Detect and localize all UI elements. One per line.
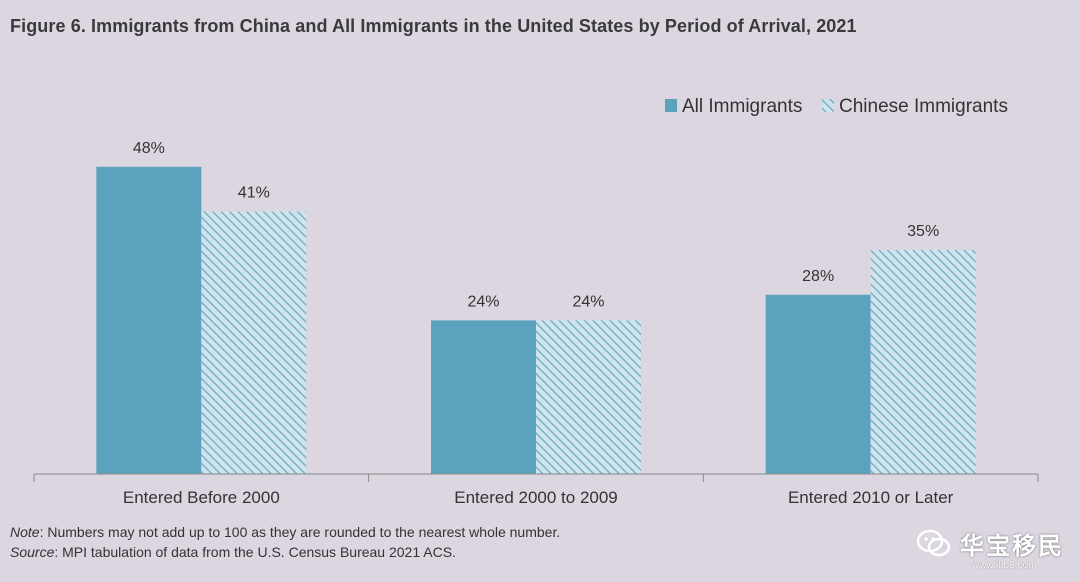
- bar-chinese-immigrants: [870, 250, 976, 474]
- bar-all-immigrants: [96, 166, 202, 475]
- data-label: 35%: [907, 223, 939, 240]
- data-label: 41%: [238, 185, 270, 202]
- bar-all-immigrants: [431, 320, 536, 474]
- bar-chinese-immigrants: [536, 320, 641, 474]
- source-line: Source: MPI tabulation of data from the …: [10, 542, 560, 562]
- legend: All Immigrants Chinese Immigrants: [665, 96, 1008, 117]
- bar-all-immigrants: [765, 294, 871, 474]
- legend-label: All Immigrants: [682, 96, 802, 117]
- note-label: Note: [10, 524, 40, 540]
- data-label: 24%: [467, 293, 499, 310]
- bar-chinese-immigrants: [201, 211, 307, 474]
- category-label: Entered Before 2000: [123, 488, 280, 507]
- source-text: : MPI tabulation of data from the U.S. C…: [54, 544, 456, 560]
- source-label: Source: [10, 544, 55, 560]
- chart-notes: Note: Numbers may not add up to 100 as t…: [10, 522, 560, 562]
- note-line: Note: Numbers may not add up to 100 as t…: [10, 522, 560, 542]
- legend-swatch: [822, 99, 834, 112]
- note-text: : Numbers may not add up to 100 as they …: [39, 524, 561, 540]
- watermark-text: 华宝移民: [960, 531, 1064, 560]
- category-label: Entered 2000 to 2009: [454, 488, 618, 507]
- watermark: 华宝移民 www.ihb8.com: [916, 524, 1066, 574]
- legend-swatch: [665, 99, 677, 112]
- watermark-url: www.ihb8.com: [972, 560, 1037, 571]
- chart-title: Figure 6. Immigrants from China and All …: [10, 16, 857, 36]
- data-label: 24%: [572, 293, 604, 310]
- data-label: 28%: [802, 268, 834, 285]
- wechat-icon: [916, 529, 951, 557]
- legend-label: Chinese Immigrants: [839, 96, 1008, 117]
- category-label: Entered 2010 or Later: [788, 488, 954, 507]
- data-label: 48%: [133, 140, 165, 157]
